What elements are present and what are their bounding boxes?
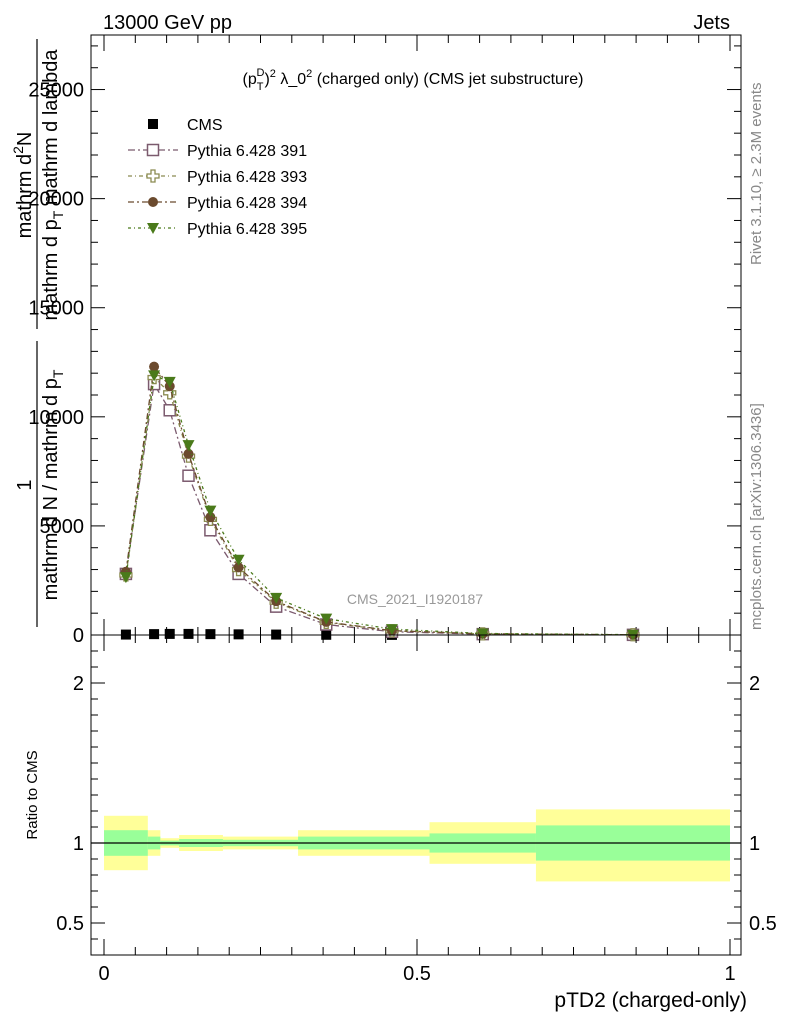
x-tick-labels: 0 0.5 1	[98, 963, 735, 985]
series-layer	[119, 361, 640, 642]
plot-title: (pTD)2 λ_02 (charged only) (CMS jet subs…	[243, 67, 584, 93]
legend-entry: Pythia 6.428 394	[128, 195, 307, 212]
ratio-y-tick-label: 2	[73, 673, 84, 695]
legend-marker	[148, 119, 158, 129]
ratio-panel-frame	[90, 634, 742, 956]
data-point	[204, 505, 217, 517]
data-point	[149, 361, 160, 372]
title-mid: λ_0	[276, 71, 306, 88]
title-p: (p	[243, 71, 257, 88]
data-point	[320, 613, 333, 625]
header-left: 13000 GeV pp	[103, 12, 232, 34]
data-point	[163, 404, 176, 417]
x-tick-label: 1	[724, 963, 735, 985]
title-sup-2: 2	[270, 68, 276, 80]
data-point	[119, 572, 132, 584]
x-axis-label: pTD2 (charged-only)	[554, 989, 747, 1012]
x-tick-label: 0.5	[403, 963, 431, 985]
mcplots-label: mcplots.cern.ch [arXiv:1306.3436]	[748, 403, 765, 630]
data-point	[182, 440, 195, 452]
rivet-label: Rivet 3.1.10, ≥ 2.3M events	[748, 83, 765, 266]
data-point	[232, 554, 245, 566]
main-y-axis-label-2: mathrm d2N mathrm d pT mathrm d lambda	[10, 39, 66, 329]
data-point	[149, 629, 160, 640]
header-right: Jets	[693, 12, 730, 34]
ratio-y-tick-label-right: 2	[749, 673, 760, 695]
ratio-y-tick-label-right: 1	[749, 833, 760, 855]
y-tick-label: 10000	[28, 407, 84, 429]
ylabel-num2: mathrm d2N	[10, 132, 36, 239]
x-tick-label: 0	[98, 963, 109, 985]
legend-marker	[146, 169, 160, 183]
legend-entry: Pythia 6.428 395	[128, 221, 307, 238]
data-point	[204, 524, 217, 537]
legend-label: Pythia 6.428 395	[187, 221, 307, 238]
title-sup-2b: 2	[306, 68, 312, 80]
legend-entry: Pythia 6.428 393	[128, 169, 307, 186]
analysis-watermark: CMS_2021_I1920187	[347, 591, 483, 607]
ratio-axis-ticks	[91, 635, 741, 955]
y-tick-label: 25000	[28, 80, 84, 102]
ratio-bands	[91, 809, 741, 882]
data-point	[163, 376, 176, 388]
ylabel-num1: 1	[14, 479, 36, 490]
legend-marker	[147, 223, 159, 234]
data-point	[148, 370, 161, 382]
legend-entry: CMS	[148, 117, 223, 134]
data-point	[183, 628, 194, 639]
legend-marker	[148, 197, 158, 207]
series-line	[125, 376, 633, 636]
legend-label: Pythia 6.428 393	[187, 169, 307, 186]
main-y-axis-label: 1 mathrm d N / mathrm d pT	[14, 341, 66, 627]
ylabel-den1: mathrm d N / mathrm d pT	[40, 369, 66, 600]
legend-entry: Pythia 6.428 391	[128, 143, 307, 160]
ratio-y-axis-label: Ratio to CMS	[24, 750, 41, 839]
data-point	[270, 592, 283, 604]
y-tick-label: 20000	[28, 189, 84, 211]
legend-label: Pythia 6.428 394	[187, 195, 307, 212]
data-point	[233, 629, 244, 640]
data-point	[164, 628, 175, 639]
title-sup-d: D	[256, 67, 264, 79]
y-tick-label: 15000	[28, 298, 84, 320]
data-point	[476, 628, 489, 640]
y-tick-label: 5000	[40, 516, 85, 538]
ratio-y-tick-label: 0.5	[56, 913, 84, 935]
ylabel-den2: mathrm d pT mathrm d lambda	[40, 49, 66, 321]
legend-label: CMS	[187, 117, 223, 134]
data-point	[385, 624, 398, 636]
data-point	[182, 469, 195, 482]
legend: CMS Pythia 6.428 391 Pythia 6.428 393 Pythi…	[128, 117, 307, 238]
legend-marker	[146, 143, 160, 157]
data-point	[183, 448, 194, 459]
y-tick-label: 0	[73, 625, 84, 647]
ratio-y-tick-labels: 0.5 0.5 1 1 2 2	[56, 673, 777, 935]
title-sub-t: T	[257, 81, 264, 93]
ratio-y-tick-label-right: 0.5	[749, 913, 777, 935]
legend-label: Pythia 6.428 391	[187, 143, 307, 160]
data-point	[233, 562, 244, 573]
main-y-tick-labels: 0 5000 10000 15000 20000 25000	[28, 80, 84, 647]
data-point	[205, 629, 216, 640]
ratio-y-tick-label: 1	[73, 833, 84, 855]
title-close: )	[264, 71, 269, 88]
title-rest: (charged only) (CMS jet substructure)	[312, 71, 583, 88]
